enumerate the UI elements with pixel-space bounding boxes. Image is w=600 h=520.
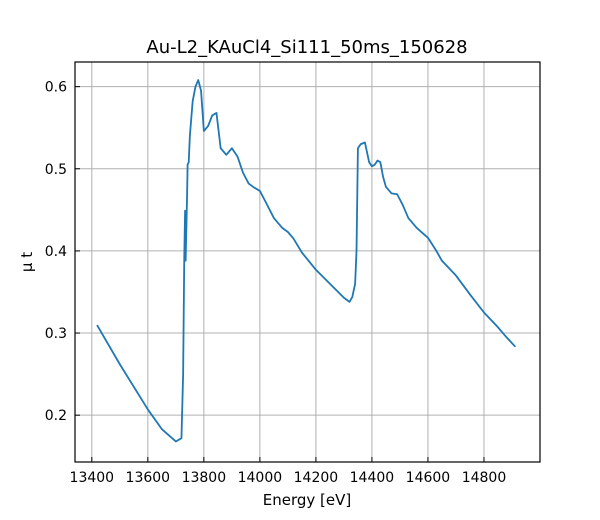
y-tick-label: 0.5 bbox=[45, 162, 67, 178]
x-tick-label: 13400 bbox=[70, 470, 115, 486]
y-tick-label: 0.3 bbox=[45, 326, 67, 342]
chart-title: Au-L2_KAuCl4_Si111_50ms_150628 bbox=[146, 37, 467, 58]
x-tick-label: 14400 bbox=[350, 470, 395, 486]
y-tick-label: 0.6 bbox=[45, 80, 67, 96]
x-tick-label: 14800 bbox=[462, 470, 507, 486]
y-axis-label: μ t bbox=[18, 252, 36, 272]
x-tick-label: 13800 bbox=[182, 470, 227, 486]
ticks bbox=[75, 86, 485, 462]
y-tick-label: 0.4 bbox=[45, 244, 67, 260]
plot-lines bbox=[96, 79, 516, 443]
x-tick-label: 14200 bbox=[294, 470, 339, 486]
x-tick-label: 14000 bbox=[238, 470, 283, 486]
x-axis-label: Energy [eV] bbox=[263, 491, 351, 509]
x-tick-label: 14600 bbox=[406, 470, 451, 486]
series-line bbox=[96, 79, 516, 443]
x-tick-label: 13600 bbox=[126, 470, 171, 486]
plot-frame bbox=[74, 61, 541, 463]
tick-labels: 13400 13600 13800 14000 14200 14400 14600 14800… bbox=[45, 80, 507, 486]
y-tick-label: 0.2 bbox=[45, 408, 67, 424]
